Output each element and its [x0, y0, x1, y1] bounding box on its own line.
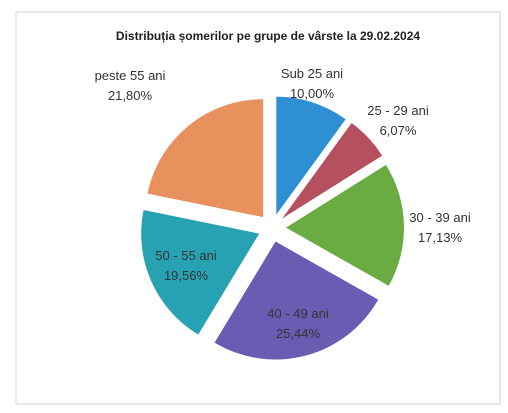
pie-slice — [214, 241, 379, 360]
slice-label: Sub 25 ani — [281, 66, 343, 81]
pie-slice — [147, 99, 264, 218]
slice-label: 50 - 55 ani — [155, 248, 217, 263]
slice-value-label: 21,80% — [108, 88, 153, 103]
slice-value-label: 10,00% — [290, 86, 335, 101]
slice-label: peste 55 ani — [95, 68, 166, 83]
pie-slice — [282, 122, 383, 219]
slice-value-label: 17,13% — [418, 230, 463, 245]
pie-slice — [141, 210, 260, 335]
slice-value-label: 6,07% — [380, 123, 417, 138]
slice-label: 25 - 29 ani — [367, 103, 429, 118]
slice-value-label: 25,44% — [276, 326, 321, 341]
slice-value-label: 19,56% — [164, 268, 209, 283]
pie-slice — [276, 96, 346, 215]
slice-label: 30 - 39 ani — [409, 210, 471, 225]
chart-title: Distribuția șomerilor pe grupe de vârste… — [116, 29, 420, 43]
pie-slice — [285, 164, 404, 286]
slice-label: 40 - 49 ani — [267, 306, 329, 321]
